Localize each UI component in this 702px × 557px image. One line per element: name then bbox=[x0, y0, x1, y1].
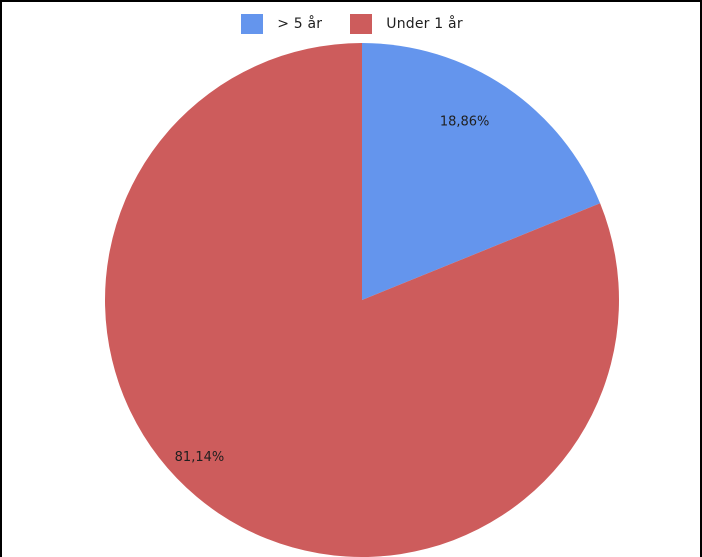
legend-swatch-over-5-years bbox=[241, 14, 264, 34]
pie-slice-1 bbox=[104, 43, 619, 557]
legend-label-under-1-year: Under 1 år bbox=[386, 16, 463, 32]
legend-item-under-1-year: Under 1 år bbox=[350, 14, 463, 34]
pie-labels: 18,86% 81,14% bbox=[175, 114, 490, 464]
pie-slice-label-1: 81,14% bbox=[175, 450, 225, 465]
pie-slice-label-0: 18,86% bbox=[440, 114, 490, 129]
legend-item-over-5-years: > 5 år bbox=[241, 14, 322, 34]
pie-slices bbox=[104, 43, 619, 557]
legend-label-over-5-years: > 5 år bbox=[277, 16, 323, 32]
legend-swatch-under-1-year bbox=[350, 14, 373, 34]
legend: > 5 år Under 1 år bbox=[2, 14, 702, 34]
pie-slice-0 bbox=[362, 43, 601, 300]
